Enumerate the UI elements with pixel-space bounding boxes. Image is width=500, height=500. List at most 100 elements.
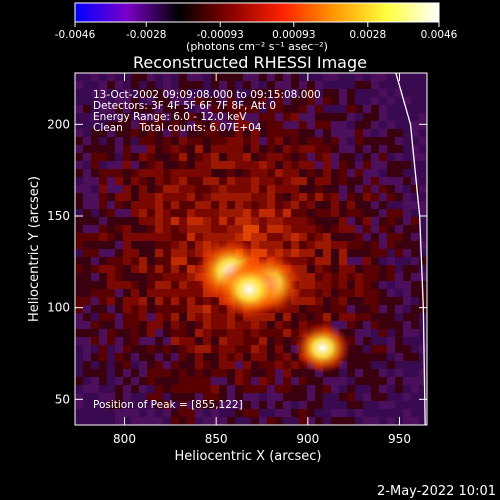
heatmap-cell	[131, 281, 140, 290]
heatmap-cell	[75, 353, 84, 362]
heatmap-cell	[403, 105, 412, 114]
heatmap-cell	[411, 257, 420, 266]
heatmap-cell	[411, 305, 420, 314]
heatmap-cell	[395, 153, 404, 162]
heatmap-cell	[347, 401, 356, 410]
heatmap-cell	[187, 281, 196, 290]
heatmap-cell	[307, 161, 316, 170]
heatmap-cell	[155, 401, 164, 410]
heatmap-cell	[315, 297, 324, 306]
heatmap-cell	[107, 73, 116, 82]
heatmap-cell	[219, 129, 228, 138]
heatmap-cell	[179, 137, 188, 146]
heatmap-cell	[323, 369, 332, 378]
heatmap-cell	[179, 81, 188, 90]
heatmap-cell	[251, 121, 260, 130]
heatmap-cell	[211, 321, 220, 330]
heatmap-cell	[251, 337, 260, 346]
heatmap-cell	[243, 105, 252, 114]
heatmap-cell	[395, 385, 404, 394]
heatmap-cell	[155, 249, 164, 258]
bright-sources	[194, 238, 351, 374]
heatmap-cell	[315, 289, 324, 298]
heatmap-cell	[331, 289, 340, 298]
heatmap-cell	[299, 249, 308, 258]
heatmap-cell	[379, 297, 388, 306]
heatmap-cell	[115, 297, 124, 306]
heatmap-cell	[227, 345, 236, 354]
heatmap-cell	[115, 73, 124, 82]
heatmap-cell	[291, 385, 300, 394]
heatmap-cell	[131, 257, 140, 266]
heatmap-cell	[395, 201, 404, 210]
heatmap-cell	[163, 145, 172, 154]
heatmap-cell	[251, 113, 260, 122]
heatmap-cell	[243, 193, 252, 202]
heatmap-cell	[83, 281, 92, 290]
heatmap-cell	[179, 177, 188, 186]
heatmap-cell	[203, 161, 212, 170]
heatmap-cell	[139, 89, 148, 98]
heatmap-cell	[331, 169, 340, 178]
heatmap-cell	[339, 145, 348, 154]
heatmap-cell	[275, 177, 284, 186]
heatmap-cell	[371, 353, 380, 362]
heatmap-cell	[179, 273, 188, 282]
heatmap-cell	[371, 217, 380, 226]
heatmap-cell	[147, 241, 156, 250]
heatmap-cell	[203, 361, 212, 370]
heatmap-cell	[331, 369, 340, 378]
heatmap-cell	[419, 361, 427, 370]
heatmap-cell	[131, 201, 140, 210]
heatmap-cell	[267, 177, 276, 186]
heatmap-cell	[99, 417, 108, 425]
heatmap-cell	[387, 409, 396, 418]
heatmap-cell	[227, 313, 236, 322]
heatmap-cell	[211, 209, 220, 218]
heatmap-cell	[299, 121, 308, 130]
heatmap-cell	[251, 241, 260, 250]
heatmap-cell	[147, 305, 156, 314]
heatmap-cell	[123, 393, 132, 402]
heatmap-cell	[403, 161, 412, 170]
heatmap-cell	[203, 97, 212, 106]
heatmap-cell	[211, 121, 220, 130]
heatmap-cell	[363, 257, 372, 266]
heatmap-cell	[251, 329, 260, 338]
heatmap-cell	[323, 201, 332, 210]
heatmap-cell	[323, 305, 332, 314]
heatmap-cell	[395, 169, 404, 178]
heatmap-cell	[211, 401, 220, 410]
heatmap-cell	[179, 201, 188, 210]
heatmap-cell	[363, 353, 372, 362]
heatmap-cell	[219, 369, 228, 378]
heatmap-cell	[171, 241, 180, 250]
heatmap-cell	[259, 73, 268, 82]
heatmap-cell	[267, 89, 276, 98]
heatmap-cell	[315, 401, 324, 410]
heatmap-cell	[227, 89, 236, 98]
y-tick-label: 50	[55, 392, 70, 406]
heatmap-cell	[147, 161, 156, 170]
heatmap-cell	[131, 185, 140, 194]
heatmap-cell	[307, 209, 316, 218]
heatmap-cell	[107, 321, 116, 330]
heatmap-cell	[379, 305, 388, 314]
heatmap-cell	[195, 377, 204, 386]
heatmap-cell	[275, 377, 284, 386]
heatmap-cell	[307, 137, 316, 146]
heatmap-cell	[419, 209, 427, 218]
heatmap-cell	[323, 241, 332, 250]
heatmap-cell	[371, 113, 380, 122]
heatmap-cell	[331, 377, 340, 386]
heatmap-cell	[363, 313, 372, 322]
heatmap-cell	[171, 129, 180, 138]
heatmap-cell	[323, 249, 332, 258]
heatmap-cell	[227, 177, 236, 186]
heatmap-cell	[187, 385, 196, 394]
heatmap-cell	[195, 289, 204, 298]
heatmap-cell	[187, 305, 196, 314]
heatmap-cell	[339, 305, 348, 314]
heatmap-cell	[171, 385, 180, 394]
heatmap-cell	[147, 249, 156, 258]
